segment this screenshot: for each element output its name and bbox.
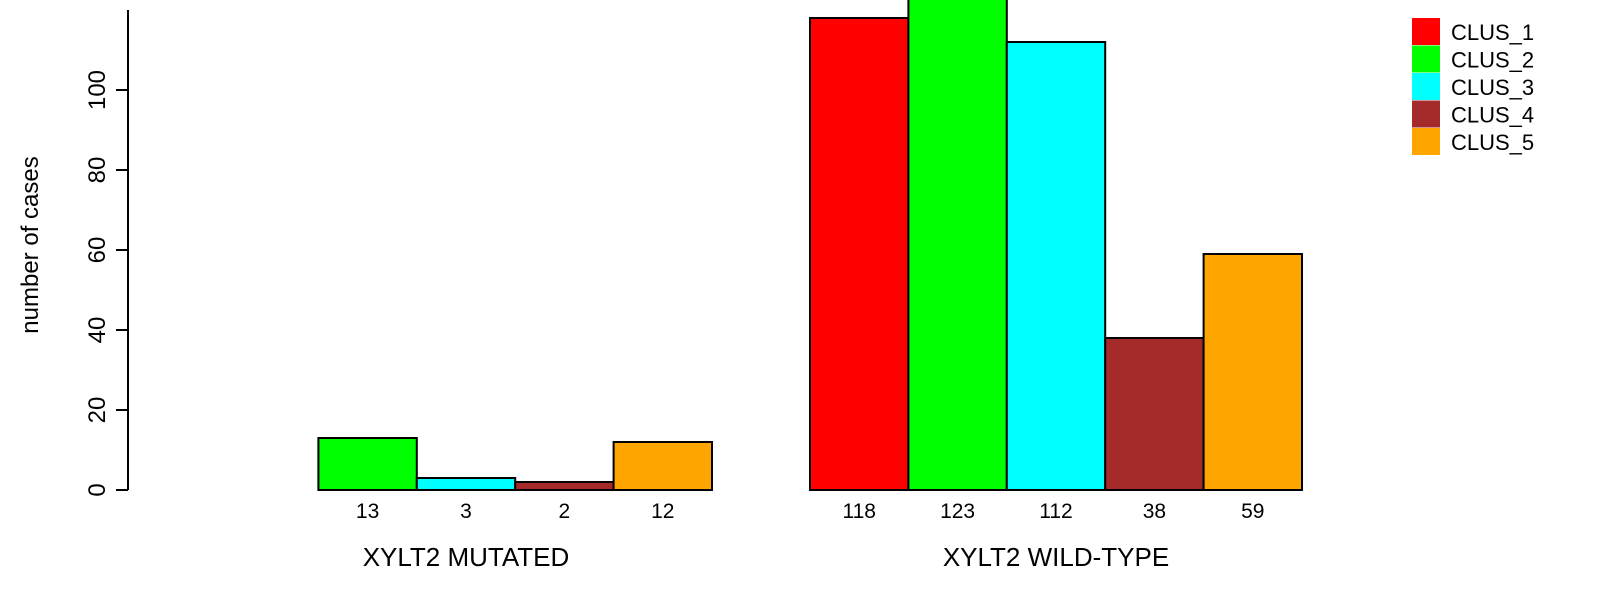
bar-value-label: 59	[1241, 500, 1264, 523]
y-axis-label: number of cases	[17, 156, 44, 333]
y-tick-label: 0	[84, 483, 111, 496]
bar-value-label: 118	[842, 500, 875, 523]
legend-label: CLUS_1	[1451, 20, 1534, 45]
bar-value-label: 12	[651, 500, 674, 523]
y-axis: 0 20 40 60 80 100	[84, 10, 129, 497]
bar-clus-3-group-2	[1005, 41, 1107, 491]
y-tick-label: 40	[84, 317, 111, 344]
bar-clus-1-group-2	[809, 17, 910, 491]
bar-clus-4-group-2	[1104, 337, 1205, 491]
bar-clus-2-group-1	[317, 437, 418, 491]
group-label: XYLT2 WILD-TYPE	[943, 542, 1169, 572]
bar-clus-4-group-1	[514, 481, 615, 491]
bar-value-label: 112	[1039, 500, 1072, 523]
legend-swatch-clus-3	[1412, 73, 1440, 100]
bar-clus-5-group-1	[612, 441, 713, 491]
bar-value-label: 13	[356, 500, 379, 523]
legend-swatch-clus-1	[1412, 18, 1440, 45]
legend-label: CLUS_2	[1451, 48, 1534, 73]
bars-group	[317, 0, 1303, 491]
y-tick-label: 100	[84, 70, 111, 110]
y-tick-label: 80	[84, 157, 111, 184]
bar-clus-2-group-2	[907, 0, 1008, 491]
bar-value-labels: 13 3 2 12 118 123 112 38 59	[356, 500, 1265, 523]
legend-swatch-clus-5	[1412, 128, 1440, 155]
group-label: XYLT2 MUTATED	[363, 542, 570, 572]
y-tick-label: 20	[84, 397, 111, 424]
y-tick-label: 60	[84, 237, 111, 264]
legend-swatch-clus-4	[1412, 100, 1440, 128]
bar-value-label: 3	[460, 500, 472, 523]
group-labels: XYLT2 MUTATED XYLT2 WILD-TYPE	[363, 542, 1169, 572]
bar-clus-3-group-1	[415, 477, 517, 491]
bar-value-label: 123	[940, 500, 975, 523]
legend-label: CLUS_5	[1451, 130, 1534, 155]
legend-label: CLUS_4	[1451, 103, 1534, 128]
legend-swatch-clus-2	[1412, 45, 1440, 73]
bar-clus-5-group-2	[1202, 253, 1303, 491]
bar-value-label: 2	[559, 500, 571, 523]
legend-label: CLUS_3	[1451, 75, 1534, 100]
bar-value-label: 38	[1143, 500, 1166, 523]
